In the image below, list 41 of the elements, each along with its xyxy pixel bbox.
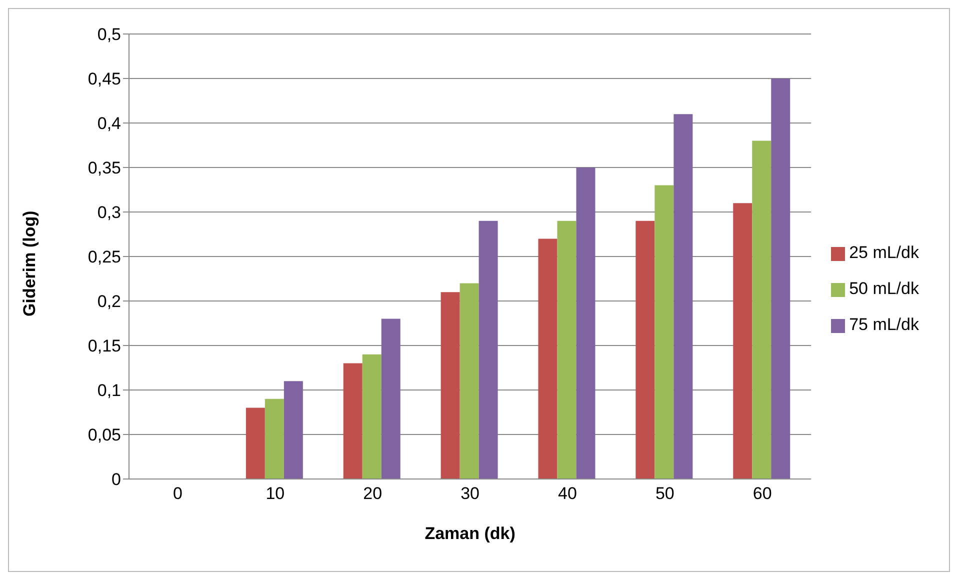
y-tick-label: 0,1 (97, 381, 121, 400)
bar (343, 363, 362, 479)
legend-label: 75 mL/dk (849, 315, 919, 334)
x-tick-label: 20 (363, 484, 382, 504)
x-axis-title: Zaman (dk) (424, 524, 516, 543)
bar (654, 185, 674, 479)
x-tick-label: 60 (752, 484, 772, 504)
x-tick-label: 10 (266, 484, 285, 504)
y-axis-title: Giderim (log) (20, 210, 40, 316)
bar (362, 354, 382, 479)
bar (284, 381, 303, 479)
y-tick-label: 0,5 (97, 25, 121, 44)
legend-label: 50 mL/dk (849, 279, 919, 298)
y-tick-label: 0,45 (88, 70, 121, 89)
bar (674, 114, 693, 479)
bar (246, 408, 265, 479)
bar (752, 140, 772, 479)
bar (557, 220, 576, 479)
y-tick-label: 0,3 (97, 203, 121, 222)
y-tick-label: 0,2 (97, 292, 121, 312)
x-tick-label: 50 (655, 484, 674, 504)
x-tick-label: 0 (172, 484, 182, 504)
bar (264, 398, 284, 479)
bar (733, 203, 752, 479)
y-tick-label: 0,35 (88, 158, 121, 178)
bar (636, 220, 655, 479)
bar (478, 220, 498, 479)
x-tick-label: 40 (558, 484, 577, 504)
y-tick-label: 0,4 (97, 114, 121, 134)
legend-label: 25 mL/dk (849, 243, 919, 262)
y-tick-label: 0,05 (88, 426, 121, 445)
bar (576, 168, 596, 479)
x-tick-label: 30 (460, 484, 480, 504)
y-tick-label: 0,15 (88, 336, 121, 356)
bar (381, 318, 400, 479)
y-tick-label: 0 (112, 470, 121, 490)
y-tick-label: 0,25 (88, 248, 121, 267)
bar (771, 78, 790, 479)
bar (460, 283, 479, 479)
bar (440, 292, 460, 479)
bar (538, 238, 558, 479)
